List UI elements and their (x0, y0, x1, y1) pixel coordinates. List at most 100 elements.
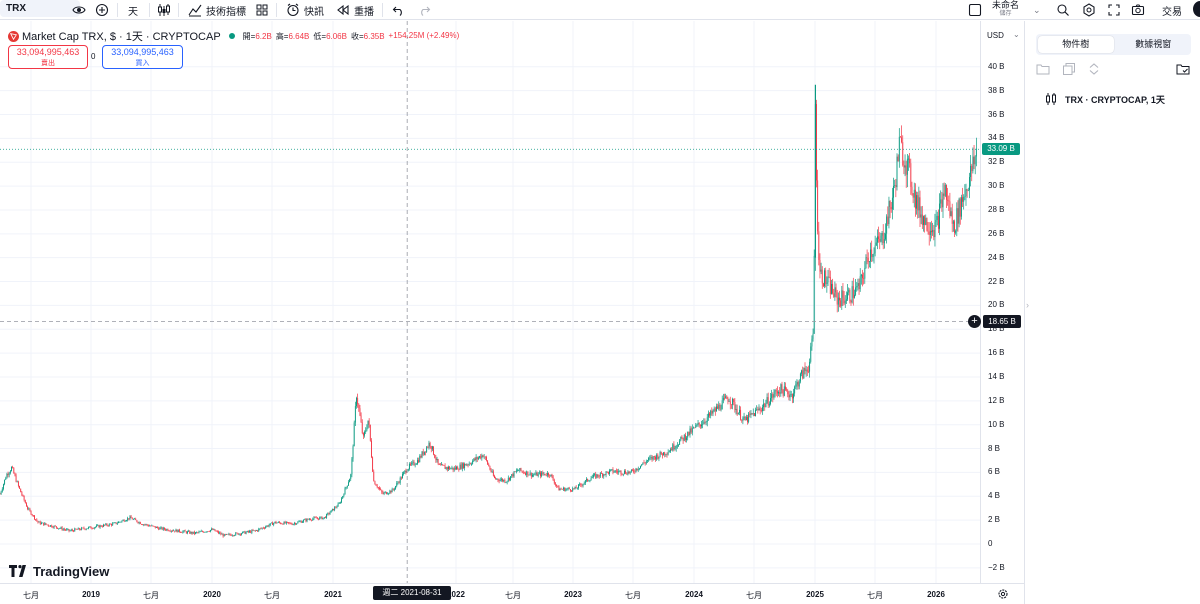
expand-icon[interactable] (1107, 0, 1121, 20)
undo-icon[interactable] (392, 0, 406, 20)
time-tick-label: 2026 (927, 590, 945, 599)
candle-body (706, 417, 708, 423)
candle-body (716, 406, 717, 412)
candle-body (629, 471, 631, 474)
buy-button[interactable]: 33,094,995,463 買入 (102, 45, 183, 69)
candle-body (59, 528, 61, 529)
currency-chevron-icon[interactable]: ⌄ (1013, 30, 1020, 39)
candle-body (571, 490, 572, 492)
candle-body (104, 524, 106, 526)
candle-body (147, 525, 149, 527)
candle-body (681, 436, 683, 438)
candle-body (346, 485, 348, 488)
candle-body (203, 531, 204, 533)
candle-body (277, 521, 279, 523)
candle-body (694, 427, 696, 429)
avatar[interactable] (1193, 1, 1200, 17)
chart-pane[interactable] (0, 21, 980, 583)
candle-body (369, 424, 371, 441)
add-symbol-icon[interactable] (95, 0, 109, 20)
candle-body (949, 201, 951, 216)
candle-body (339, 502, 341, 504)
candle-body (632, 469, 633, 471)
candle-body (458, 469, 460, 471)
candle-body (459, 464, 461, 470)
close-label: 收= (350, 31, 364, 41)
price-chart[interactable] (0, 21, 980, 583)
candle-body (359, 408, 361, 416)
candle-body (512, 474, 514, 477)
candle-body (722, 397, 724, 401)
candle-body (974, 156, 976, 165)
candle-body (19, 485, 20, 489)
alert-button[interactable]: 快訊 (286, 0, 324, 20)
folder-check-icon[interactable] (1176, 62, 1190, 76)
candle-body (273, 523, 275, 525)
layout-status: 儲存 (999, 11, 1012, 17)
candle-body (72, 529, 73, 531)
candle-body (895, 185, 897, 188)
sell-button[interactable]: 33,094,995,463 賣出 (8, 45, 88, 69)
layouts-grid-icon[interactable] (255, 0, 269, 20)
candle-body (368, 420, 370, 425)
candle-body (43, 522, 45, 526)
candle-body (775, 390, 777, 392)
candle-body (223, 534, 225, 537)
candle-body (638, 468, 640, 469)
candle-body (42, 522, 43, 524)
candle-body (893, 185, 894, 198)
time-scale[interactable] (0, 583, 1024, 604)
candle-body (906, 158, 908, 175)
candle-body (757, 409, 759, 410)
replay-button[interactable]: 重播 (336, 0, 374, 20)
legend-title[interactable]: Market Cap TRX, $ · 1天 · CRYPTOCAP (22, 31, 221, 43)
candle-body (158, 527, 160, 530)
add-alert-plus-icon[interactable]: + (968, 315, 981, 328)
tab-data-window[interactable]: 數據視窗 (1135, 39, 1172, 49)
object-tree-item[interactable]: TRX · CRYPTOCAP, 1天 (1044, 93, 1165, 105)
candle-body (933, 229, 935, 238)
candle-body (451, 467, 453, 469)
price-scale[interactable] (980, 21, 1024, 583)
reorder-icon[interactable] (1087, 62, 1101, 76)
candle-body (751, 413, 753, 414)
redo-icon[interactable] (417, 0, 431, 20)
currency-selector[interactable]: USD (987, 31, 1004, 40)
candle-body (773, 394, 775, 398)
layout-name-button[interactable]: 未命名 儲存 (992, 0, 1019, 20)
symbol-search[interactable]: TRX (0, 0, 80, 17)
indicators-button[interactable]: 技術指標 (188, 0, 246, 20)
layout-name: 未命名 (992, 0, 1020, 10)
candle-body (220, 532, 222, 535)
candle-body (960, 197, 962, 217)
candle-body (693, 427, 694, 429)
candle-body (63, 529, 65, 530)
layout-menu-chevron-icon[interactable]: ⌄ (1033, 4, 1041, 15)
tab-object-tree[interactable]: 物件樹 (1038, 36, 1114, 53)
trade-button[interactable]: 交易 (1162, 0, 1182, 20)
chart-settings-gear-icon[interactable] (997, 587, 1009, 599)
candle-body (505, 482, 507, 483)
candle-body (579, 484, 581, 485)
candle-style-icon[interactable] (157, 0, 171, 20)
snapshot-camera-icon[interactable] (1131, 0, 1145, 20)
fullscreen-square-icon[interactable] (968, 0, 982, 20)
candle-body (261, 527, 263, 529)
candle-body (664, 452, 666, 455)
candle-body (682, 437, 684, 441)
candle-body (828, 276, 830, 278)
clone-icon[interactable] (1062, 62, 1076, 76)
candle-body (818, 231, 820, 261)
new-folder-icon[interactable] (1036, 62, 1050, 76)
top-toolbar: TRX 天 技術指標 快訊 重播 未命名 儲存 ⌄ (0, 0, 1200, 20)
settings-hexagon-icon[interactable] (1082, 0, 1096, 20)
tradingview-logo[interactable]: TradingView (9, 562, 109, 580)
compare-eye-icon[interactable] (72, 0, 86, 20)
panel-collapse-chevron-icon[interactable]: › (1026, 300, 1029, 310)
candle-body (299, 521, 301, 522)
quick-search-icon[interactable] (1056, 0, 1070, 20)
interval-button[interactable]: 天 (128, 0, 138, 20)
candle-body (749, 413, 751, 415)
candle-body (921, 214, 923, 225)
candle-body (165, 529, 167, 531)
